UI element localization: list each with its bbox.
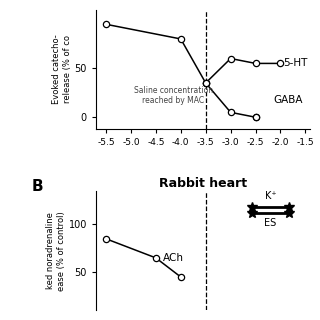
- Text: GABA: GABA: [273, 95, 302, 105]
- Text: ES: ES: [264, 218, 276, 228]
- Text: ACh: ACh: [163, 253, 184, 263]
- Text: Saline concentration
reached by MAC: Saline concentration reached by MAC: [134, 86, 213, 105]
- Text: K⁺: K⁺: [265, 191, 276, 201]
- Y-axis label: Evoked catecho-
release (% of co: Evoked catecho- release (% of co: [52, 35, 72, 104]
- Text: B: B: [32, 179, 43, 194]
- Text: 5-HT: 5-HT: [283, 59, 307, 68]
- Y-axis label: ked noradrenaline
ease (% of control): ked noradrenaline ease (% of control): [46, 211, 66, 291]
- Title: Rabbit heart: Rabbit heart: [159, 177, 247, 190]
